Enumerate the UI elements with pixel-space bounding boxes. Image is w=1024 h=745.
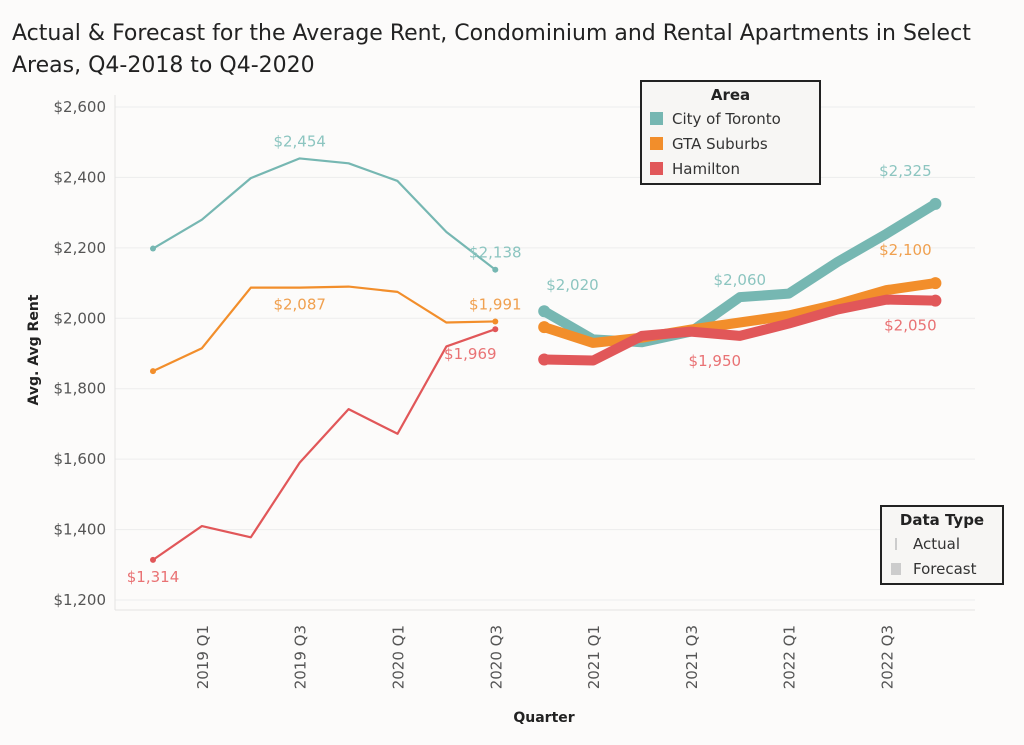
data-point-marker (929, 197, 942, 210)
chart-title: Actual & Forecast for the Average Rent, … (12, 21, 971, 78)
x-tick-label: 2022 Q3 (879, 625, 897, 689)
data-point-marker (492, 326, 499, 333)
y-axis-title: Avg. Avg Rent (26, 294, 42, 405)
legend-item-forecast[interactable]: Forecast (882, 556, 1002, 581)
thin-line-glyph (895, 537, 897, 550)
legend-label: Forecast (913, 559, 977, 578)
x-axis-title: Quarter (513, 710, 574, 726)
y-tick-label: $1,600 (54, 450, 107, 468)
data-label: $2,138 (469, 244, 522, 262)
thick-line-glyph (891, 562, 901, 575)
y-tick-label: $2,400 (54, 168, 107, 186)
data-label: $2,020 (546, 276, 599, 294)
legend-item-toronto[interactable]: City of Toronto (642, 106, 819, 131)
legend-item-hamilton[interactable]: Hamilton (642, 156, 819, 181)
series-line-hamilton-actual (151, 328, 497, 561)
data-point-marker (929, 294, 942, 307)
area-legend-title: Area (710, 86, 751, 104)
hamilton-swatch (650, 162, 663, 175)
data-label: $2,087 (273, 296, 326, 314)
y-tick-label: $1,200 (54, 591, 107, 609)
series-line-gta-suburbs-forecast (539, 278, 941, 348)
data-label: $1,950 (689, 352, 742, 370)
data-point-marker (929, 277, 942, 290)
data-labels: $2,454 $2,138 $2,087 $1,991 $1,314 $1,969 $2,0… (127, 132, 937, 585)
y-tick-label: $1,800 (54, 380, 107, 398)
legend-label: Hamilton (672, 159, 740, 178)
data-label: $2,454 (273, 132, 326, 150)
data-label: $1,969 (444, 345, 497, 363)
data-point-marker (150, 245, 156, 252)
legend-label: Actual (913, 534, 960, 553)
x-tick-label: 2021 Q3 (683, 625, 701, 689)
data-type-legend: Data Type Actual Forecast (880, 505, 1004, 585)
y-tick-label: $1,400 (54, 521, 107, 539)
data-type-legend-title: Data Type (899, 511, 985, 529)
x-tick-label: 2020 Q3 (487, 625, 505, 689)
data-label: $2,060 (714, 271, 767, 289)
gridlines (115, 106, 975, 601)
x-tick-label: 2020 Q1 (390, 625, 408, 689)
data-point-marker (150, 556, 156, 563)
gta-suburbs-swatch (650, 137, 663, 150)
data-point-marker (538, 321, 551, 334)
y-tick-label: $2,000 (54, 309, 107, 327)
series-line-gta-suburbs-actual (151, 285, 497, 373)
toronto-swatch (650, 112, 663, 125)
legend-label: GTA Suburbs (672, 134, 768, 153)
series-line-city-of-toronto-actual (151, 157, 497, 271)
series-line-hamilton-forecast (539, 294, 941, 366)
area-legend: Area City of Toronto GTA Suburbs Hamilto… (640, 80, 821, 185)
data-label: $1,314 (127, 568, 180, 586)
data-label: $2,100 (879, 241, 932, 259)
data-label: $2,325 (879, 162, 932, 180)
data-label: $1,991 (469, 295, 522, 313)
data-point-marker (538, 353, 551, 366)
x-tick-label: 2022 Q1 (781, 625, 799, 689)
legend-item-gta-suburbs[interactable]: GTA Suburbs (642, 131, 819, 156)
data-label: $2,050 (884, 317, 937, 335)
data-point-marker (492, 318, 499, 325)
x-tick-label: 2019 Q3 (292, 625, 310, 689)
x-tick-label: 2019 Q1 (194, 625, 212, 689)
data-point-marker (538, 305, 551, 318)
data-point-marker (150, 368, 156, 375)
y-tick-label: $2,200 (54, 239, 107, 257)
legend-label: City of Toronto (672, 109, 781, 128)
data-point-marker (492, 266, 499, 273)
series-lines (150, 157, 942, 563)
x-tick-label: 2021 Q1 (585, 625, 603, 689)
legend-item-actual[interactable]: Actual (882, 531, 1002, 556)
y-tick-label: $2,600 (54, 98, 107, 116)
axes: $1,200 $1,400 $1,600 $1,800 $2,000 $2,200 $2,4… (54, 95, 975, 689)
